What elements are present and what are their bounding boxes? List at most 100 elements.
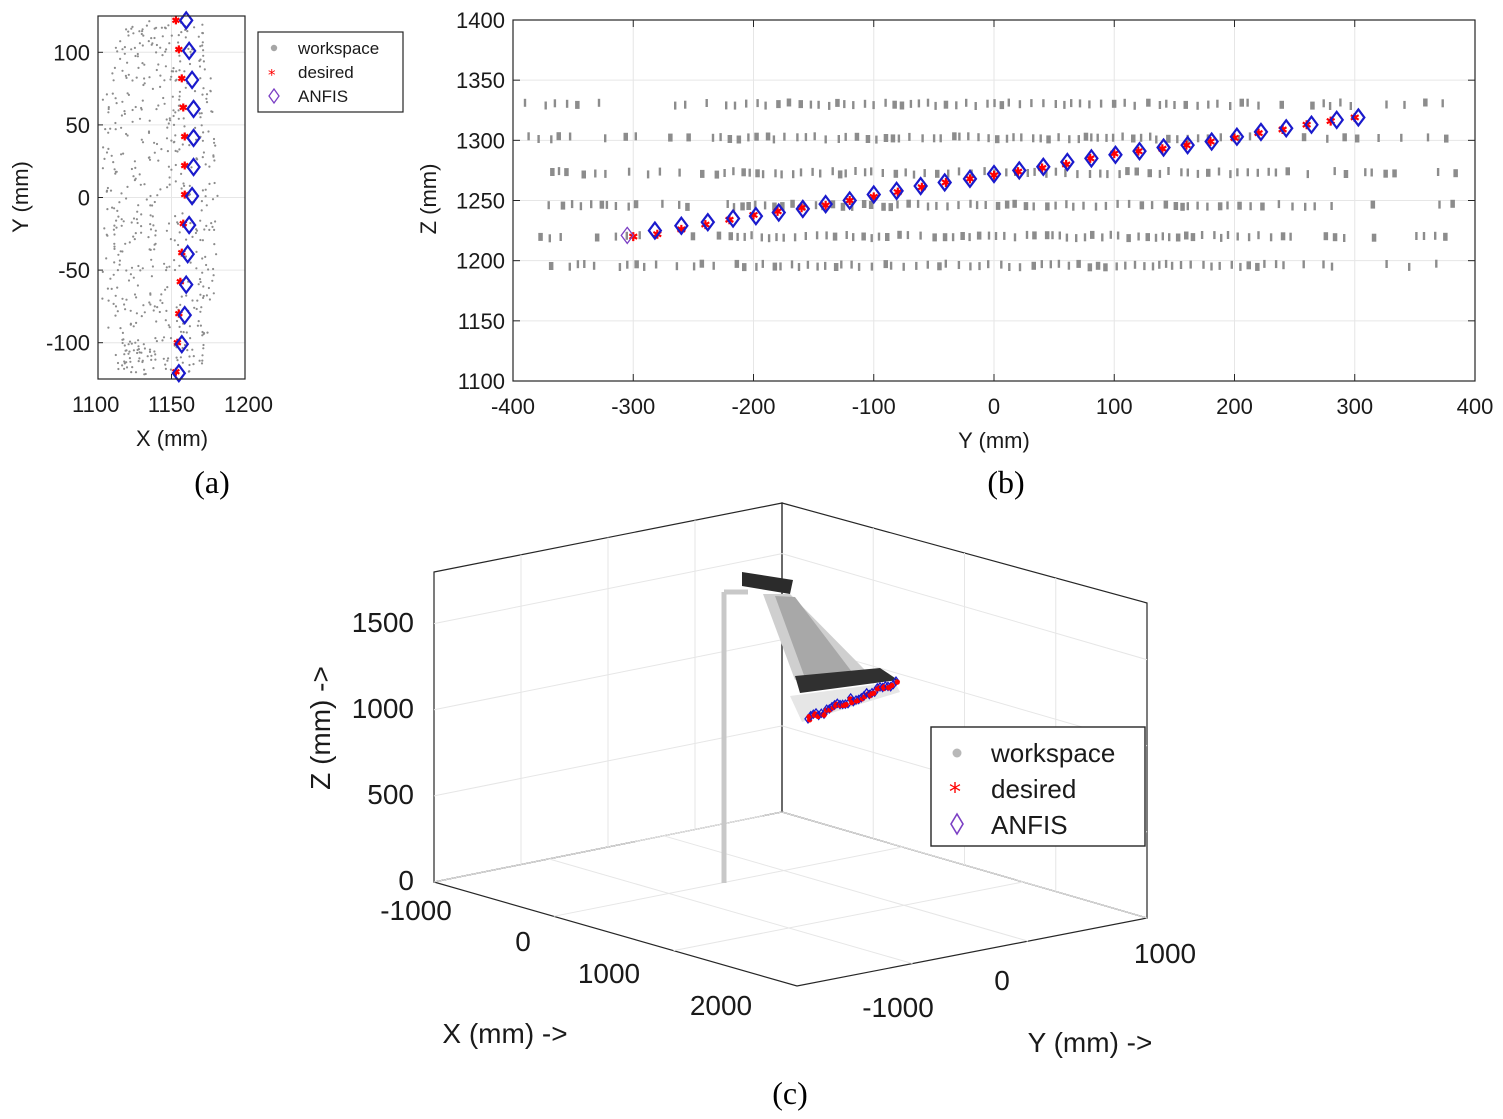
workspace-point	[725, 101, 728, 110]
workspace-point	[1154, 233, 1158, 242]
workspace-point	[1063, 100, 1066, 109]
workspace-point	[143, 63, 146, 66]
workspace-point	[896, 200, 899, 209]
workspace-point	[875, 135, 878, 144]
workspace-point	[142, 343, 145, 346]
workspace-point	[668, 133, 673, 142]
workspace-point	[204, 255, 207, 258]
workspace-point	[138, 357, 141, 360]
workspace-point	[165, 269, 168, 272]
workspace-point	[943, 100, 949, 109]
workspace-point	[116, 310, 119, 313]
workspace-point	[1166, 134, 1171, 143]
workspace-point	[852, 233, 855, 242]
workspace-point	[1058, 231, 1061, 240]
workspace-point	[174, 79, 177, 82]
workspace-point	[133, 46, 136, 50]
workspace-point	[107, 326, 110, 329]
workspace-point	[934, 101, 937, 110]
workspace-point	[123, 353, 126, 356]
workspace-point	[1161, 232, 1164, 241]
workspace-point	[205, 97, 208, 100]
panel-a-caption: (a)	[194, 464, 230, 500]
workspace-point	[141, 30, 144, 33]
workspace-point	[194, 231, 197, 235]
panel-b-anfis-series	[620, 107, 1366, 245]
workspace-point	[119, 327, 122, 330]
y-tick-label: 0	[78, 186, 90, 211]
workspace-point	[106, 208, 109, 211]
workspace-point	[171, 95, 174, 98]
workspace-point	[700, 169, 705, 178]
workspace-point	[1137, 232, 1140, 241]
workspace-point	[140, 225, 143, 228]
workspace-point	[1186, 168, 1189, 177]
workspace-point	[1377, 134, 1380, 142]
workspace-point	[944, 259, 947, 268]
workspace-point	[170, 34, 173, 37]
workspace-point	[105, 257, 108, 260]
workspace-point	[994, 232, 998, 240]
workspace-point	[211, 279, 214, 282]
workspace-point	[1046, 135, 1051, 144]
workspace-point	[987, 134, 990, 143]
workspace-point	[151, 42, 154, 45]
panel-b-ylabel: Z (mm)	[416, 164, 441, 235]
workspace-point	[140, 213, 143, 216]
workspace-point	[188, 184, 191, 187]
workspace-point	[590, 200, 593, 209]
workspace-point	[212, 267, 215, 271]
workspace-point	[1068, 135, 1071, 144]
workspace-point	[151, 204, 154, 207]
workspace-point	[165, 229, 168, 232]
workspace-point	[1004, 200, 1010, 209]
workspace-point	[198, 112, 201, 115]
workspace-point	[1453, 169, 1458, 178]
workspace-point	[1147, 169, 1152, 178]
anfis-point	[1059, 152, 1075, 172]
workspace-point	[806, 260, 810, 269]
workspace-point	[142, 83, 145, 87]
workspace-point	[165, 48, 168, 51]
workspace-point	[165, 266, 168, 269]
workspace-point	[570, 200, 574, 209]
workspace-point	[213, 228, 216, 231]
workspace-point	[987, 231, 991, 240]
workspace-point	[1133, 260, 1137, 269]
workspace-point	[958, 132, 961, 141]
workspace-point	[150, 354, 153, 357]
workspace-point	[711, 133, 715, 142]
workspace-point	[1054, 100, 1057, 108]
workspace-point	[180, 187, 183, 190]
y-tick-label: -100	[46, 331, 90, 356]
workspace-point	[779, 262, 782, 271]
legend-workspace-label: workspace	[990, 738, 1115, 768]
anfis-point	[700, 212, 716, 232]
workspace-point	[625, 231, 628, 240]
workspace-point	[798, 100, 803, 109]
workspace-point	[125, 298, 128, 301]
workspace-point	[143, 347, 146, 350]
anfis-point	[1035, 156, 1051, 177]
workspace-point	[207, 268, 210, 271]
workspace-point	[126, 92, 129, 95]
workspace-point	[614, 232, 618, 241]
workspace-point	[1426, 133, 1430, 142]
workspace-point	[201, 44, 204, 47]
workspace-point	[1206, 168, 1211, 177]
workspace-point	[116, 286, 119, 289]
workspace-point	[152, 309, 155, 312]
panel-c-xlabel: X (mm) ->	[442, 1018, 567, 1049]
anfis-point	[177, 305, 193, 325]
workspace-point	[180, 172, 183, 175]
workspace-point	[208, 165, 211, 168]
workspace-point	[177, 41, 180, 44]
workspace-point	[195, 250, 198, 253]
workspace-point	[947, 169, 950, 178]
workspace-point	[169, 368, 172, 371]
workspace-point	[180, 30, 183, 34]
workspace-point	[854, 167, 857, 175]
workspace-point	[1279, 100, 1284, 109]
workspace-point	[199, 116, 202, 119]
